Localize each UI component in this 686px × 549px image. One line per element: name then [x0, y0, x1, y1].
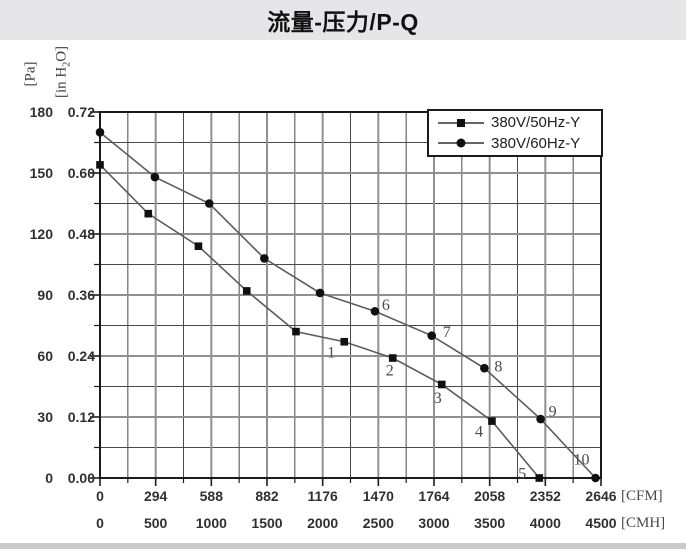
- legend-item-60hz: 380V/60Hz-Y: [438, 135, 601, 152]
- data-point-circle: [204, 199, 214, 208]
- y-tick-inh2o: 0.48: [67, 226, 95, 242]
- data-point-square: [388, 354, 397, 362]
- x-tick-cmh: 3000: [418, 515, 450, 531]
- y-tick-inh2o: 0.72: [67, 104, 95, 120]
- square-marker-line-icon: [438, 118, 484, 127]
- title-bar: 流量-压力/P-Q: [0, 0, 686, 40]
- data-point-square: [340, 337, 349, 346]
- x-tick-cfm: 588: [199, 488, 223, 504]
- x-tick-cmh: 4500: [585, 515, 617, 531]
- y-tick-pa: 180: [29, 104, 53, 120]
- x-tick-cfm: 0: [96, 488, 104, 504]
- y-tick-pa: 120: [29, 226, 53, 242]
- y-tick-inh2o: 0.36: [67, 287, 95, 303]
- legend-box: 380V/50Hz-Y 380V/60Hz-Y: [427, 109, 603, 157]
- data-point-square: [488, 417, 496, 425]
- y-tick-pa: 30: [37, 409, 53, 425]
- x-tick-cmh: 3500: [474, 515, 506, 531]
- x-tick-cmh: 1000: [195, 515, 227, 531]
- x-tick-cfm: 882: [255, 488, 279, 504]
- x-tick-cmh: 2000: [307, 515, 339, 531]
- data-point-circle: [480, 363, 489, 373]
- y-tick-pa: 150: [29, 165, 53, 181]
- x-axis-unit-cfm-text: [CFM]: [621, 488, 663, 504]
- x-tick-cfm: 2352: [529, 488, 561, 504]
- x-tick-cfm: 1470: [362, 488, 394, 504]
- y-tick-inh2o: 0.12: [67, 409, 95, 425]
- data-point-circle: [150, 172, 160, 182]
- x-tick-cmh: 0: [96, 515, 104, 531]
- point-number-label: 10: [574, 452, 590, 469]
- data-point-circle: [370, 306, 380, 316]
- data-point-circle: [315, 288, 325, 298]
- y-axis-unit-pa-text: [Pa]: [22, 61, 39, 87]
- x-axis-unit-cmh: [CMH]: [621, 515, 665, 531]
- x-tick-cmh: 500: [143, 515, 168, 531]
- y-axis-unit-inh2o-post: O]: [53, 45, 70, 62]
- data-point-square: [96, 161, 104, 169]
- legend-label-50hz: 380V/50Hz-Y: [491, 114, 581, 132]
- x-axis-unit-cfm: [CFM]: [621, 488, 663, 504]
- y-tick-pa: 60: [37, 348, 53, 364]
- point-number-label: 2: [386, 363, 394, 380]
- curve-380v-50hz-y: [99, 164, 540, 479]
- y-tick-pa: 0: [45, 470, 53, 486]
- point-number-label: 1: [327, 344, 335, 361]
- y-tick-pa: 90: [37, 287, 53, 303]
- data-point-square: [194, 242, 203, 250]
- x-tick-cmh: 1500: [251, 515, 283, 531]
- x-tick-cmh: 4000: [529, 515, 561, 531]
- page-title: 流量-压力/P-Q: [267, 9, 419, 35]
- point-number-label: 9: [549, 404, 557, 421]
- data-point-square: [144, 209, 153, 218]
- x-tick-cfm: 1176: [307, 488, 338, 504]
- y-axis-unit-inh2o-pre: [in H: [53, 66, 70, 99]
- point-number-label: 8: [494, 359, 502, 376]
- x-tick-cfm: 2646: [585, 488, 617, 504]
- data-point-square: [292, 327, 300, 336]
- data-point-square: [242, 287, 251, 295]
- x-axis-unit-cmh-text: [CMH]: [621, 515, 666, 531]
- x-tick-cfm: 2058: [474, 488, 506, 504]
- y-axis-unit-pa: [Pa]: [23, 62, 40, 87]
- data-point-circle: [95, 128, 105, 137]
- point-number-label: 4: [475, 424, 483, 441]
- legend-label-60hz: 380V/60Hz-Y: [491, 134, 581, 152]
- data-point-circle: [427, 331, 437, 340]
- y-tick-inh2o: 0.60: [67, 165, 95, 181]
- x-tick-cfm: 1764: [418, 488, 450, 504]
- y-tick-inh2o: 0.00: [67, 470, 95, 486]
- point-number-label: 7: [443, 324, 451, 341]
- bottom-divider-strip: [0, 543, 686, 549]
- legend-item-50hz: 380V/50Hz-Y: [438, 114, 601, 131]
- data-point-circle: [536, 414, 545, 424]
- x-tick-cfm: 294: [143, 488, 168, 504]
- point-number-label: 3: [434, 390, 442, 407]
- y-tick-inh2o: 0.24: [67, 348, 95, 364]
- point-number-label: 5: [518, 466, 526, 483]
- x-tick-cmh: 2500: [362, 515, 394, 531]
- data-point-circle: [260, 254, 269, 263]
- data-point-circle: [591, 473, 600, 483]
- circle-marker-line-icon: [438, 138, 484, 148]
- data-point-square: [535, 474, 544, 482]
- y-axis-unit-inh2o: [in H2O]: [54, 46, 73, 98]
- point-number-label: 6: [382, 297, 390, 314]
- curve-380v-60hz-y: [99, 131, 597, 479]
- data-point-square: [437, 380, 446, 389]
- y-axis-unit-inh2o-sub: 2: [61, 61, 73, 67]
